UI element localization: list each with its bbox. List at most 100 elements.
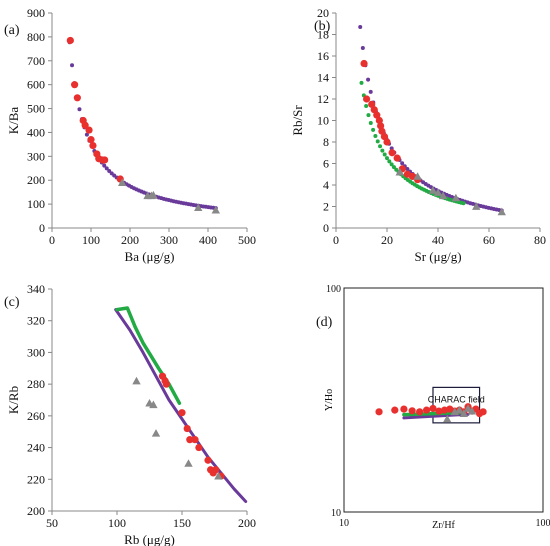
y-axis-label: K/Ba <box>6 107 21 135</box>
x-tick-label: 400 <box>199 233 217 247</box>
data-point <box>416 408 424 416</box>
model-point <box>360 45 365 50</box>
data-point <box>435 407 443 415</box>
y-tick-label: 200 <box>27 504 45 518</box>
x-tick-label: 60 <box>483 233 495 247</box>
data-point <box>472 202 481 210</box>
model-point <box>364 104 369 109</box>
x-tick-label: 40 <box>432 233 444 247</box>
y-tick-label: 800 <box>27 30 45 44</box>
model-point <box>373 133 378 138</box>
y-tick-label: 0 <box>323 221 329 235</box>
data-point <box>455 405 464 414</box>
y-tick-label: 100 <box>326 284 341 295</box>
x-axis-label: Sr (μg/g) <box>414 249 461 264</box>
data-point <box>118 178 127 186</box>
y-tick-label: 18 <box>317 28 329 42</box>
model-point <box>107 169 112 174</box>
y-axis-label: Rb/Sr <box>290 105 305 136</box>
data-point <box>87 136 95 144</box>
data-point <box>375 408 383 416</box>
data-point <box>422 406 431 414</box>
y-axis-label: Y/Ho <box>324 389 335 411</box>
model-point <box>368 89 373 94</box>
data-point <box>149 190 158 199</box>
y-tick-label: 500 <box>27 102 45 116</box>
model-point <box>70 63 75 68</box>
y-tick-label: 100 <box>27 197 45 211</box>
data-point <box>212 466 220 474</box>
x-tick-label: 300 <box>160 233 178 247</box>
y-tick-label: 8 <box>323 135 329 149</box>
model-line <box>114 308 248 503</box>
data-point <box>360 59 368 68</box>
y-tick-label: 200 <box>27 173 45 187</box>
data-point <box>71 81 79 89</box>
data-point <box>428 186 438 194</box>
x-tick-label: 0 <box>333 233 339 247</box>
model-point <box>102 163 107 168</box>
panel-c: 50 100 150 200 200 220 240 260 280 300 320 340 Rb (μ… <box>4 282 256 546</box>
model-point <box>400 161 405 166</box>
model-point <box>378 144 383 149</box>
data-point <box>178 409 186 417</box>
model-line <box>115 306 182 405</box>
data-point <box>438 191 448 200</box>
data-point <box>395 167 404 176</box>
x-tick-label: 50 <box>46 516 58 530</box>
data-point <box>204 456 212 464</box>
data-point <box>89 141 97 150</box>
panel-letter: (c) <box>4 295 20 310</box>
y-tick-label: 340 <box>27 282 45 296</box>
data-point <box>186 436 194 444</box>
y-tick-label: 0 <box>39 221 45 235</box>
x-tick-label: 20 <box>381 233 393 247</box>
y-tick-label: 280 <box>27 377 45 391</box>
data-point <box>73 94 81 102</box>
y-tick-label: 16 <box>317 49 329 63</box>
x-tick-label: 200 <box>121 233 139 247</box>
panel-b: 0 20 40 60 80 0 2 4 6 8 10 12 14 16 18 20 Sr (μg/g) Rb/Sr… <box>290 6 546 264</box>
data-point <box>408 407 416 415</box>
data-point <box>373 111 381 119</box>
y-tick-label: 14 <box>317 71 329 85</box>
data-point <box>388 149 396 157</box>
data-point <box>132 376 141 385</box>
data-point <box>393 154 401 162</box>
x-axis-label: Zr/Hf <box>432 520 455 531</box>
y-tick-label: 260 <box>27 409 45 423</box>
data-point <box>151 429 161 437</box>
plot-frame <box>343 287 544 513</box>
data-point <box>368 100 376 108</box>
data-point <box>429 404 437 413</box>
panel-letter: (a) <box>4 23 20 38</box>
data-point <box>467 406 477 415</box>
data-point <box>194 203 203 212</box>
x-tick-label: 100 <box>536 518 550 529</box>
y-tick-label: 300 <box>27 345 45 359</box>
y-tick-label: 320 <box>27 314 45 328</box>
model-point <box>366 77 371 82</box>
data-point <box>211 205 220 214</box>
x-tick-label: 100 <box>82 233 100 247</box>
y-tick-label: 12 <box>317 92 329 106</box>
data-point <box>463 404 473 412</box>
data-point <box>391 406 399 414</box>
data-point <box>442 414 452 423</box>
data-point <box>85 126 93 134</box>
data-point <box>400 405 408 413</box>
panel-a: 0 100 200 300 400 500 0 100 200 300 400 500 600 700 80… <box>4 6 256 264</box>
y-tick-label: 600 <box>27 78 45 92</box>
data-point <box>378 127 386 135</box>
data-point <box>184 459 193 467</box>
model-point <box>359 80 364 85</box>
data-point <box>479 408 487 416</box>
model-point <box>389 162 394 167</box>
y-tick-label: 20 <box>317 6 329 20</box>
data-point <box>375 116 383 125</box>
model-point <box>405 167 410 172</box>
data-point <box>383 138 391 146</box>
panel-d: 10 100 10 100 Zr/Hf Y/Ho (d) CHARAC field <box>316 284 550 531</box>
x-axis-label: Rb (μg/g) <box>124 532 175 546</box>
